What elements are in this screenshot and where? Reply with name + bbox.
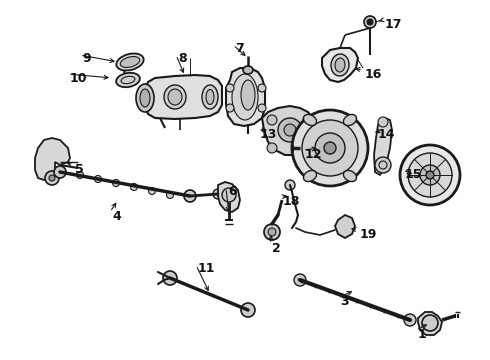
Ellipse shape	[120, 57, 140, 67]
Ellipse shape	[335, 58, 345, 72]
Circle shape	[278, 118, 302, 142]
Ellipse shape	[116, 54, 144, 71]
Circle shape	[258, 104, 266, 112]
Polygon shape	[322, 48, 358, 82]
Text: 14: 14	[378, 128, 395, 141]
Circle shape	[422, 315, 438, 331]
Circle shape	[284, 124, 296, 136]
Ellipse shape	[136, 84, 154, 112]
Text: 18: 18	[283, 195, 300, 208]
Ellipse shape	[331, 54, 349, 76]
Circle shape	[404, 314, 416, 326]
Text: 8: 8	[178, 52, 187, 65]
Circle shape	[303, 143, 313, 153]
Circle shape	[163, 271, 177, 285]
Ellipse shape	[303, 114, 317, 126]
Ellipse shape	[164, 85, 186, 109]
Text: 13: 13	[260, 128, 277, 141]
Polygon shape	[262, 106, 316, 155]
Circle shape	[95, 175, 101, 183]
Circle shape	[302, 120, 358, 176]
Ellipse shape	[343, 114, 357, 126]
Circle shape	[226, 84, 234, 92]
Text: 7: 7	[235, 42, 244, 55]
Circle shape	[148, 188, 155, 194]
Circle shape	[378, 117, 388, 127]
Circle shape	[113, 180, 120, 186]
Ellipse shape	[343, 170, 357, 181]
Polygon shape	[374, 118, 392, 175]
Circle shape	[303, 115, 313, 125]
Text: 16: 16	[365, 68, 382, 81]
Circle shape	[367, 19, 373, 25]
Polygon shape	[35, 138, 70, 180]
Circle shape	[364, 16, 376, 28]
Circle shape	[426, 171, 434, 179]
Circle shape	[294, 274, 306, 286]
Circle shape	[285, 180, 295, 190]
Text: 15: 15	[405, 168, 422, 181]
Text: 6: 6	[228, 185, 237, 198]
Circle shape	[264, 224, 280, 240]
Text: 2: 2	[272, 242, 281, 255]
Text: 3: 3	[340, 295, 348, 308]
Ellipse shape	[243, 66, 253, 74]
Circle shape	[226, 104, 234, 112]
Text: 19: 19	[360, 228, 377, 241]
Circle shape	[167, 192, 173, 198]
Text: 10: 10	[70, 72, 88, 85]
Text: 5: 5	[75, 163, 84, 176]
Ellipse shape	[202, 85, 218, 109]
Circle shape	[54, 166, 66, 178]
Polygon shape	[226, 68, 265, 126]
Circle shape	[292, 110, 368, 186]
Ellipse shape	[206, 90, 214, 104]
Ellipse shape	[168, 89, 182, 105]
Circle shape	[130, 184, 138, 190]
Circle shape	[222, 188, 236, 202]
Circle shape	[184, 190, 196, 202]
Circle shape	[45, 171, 59, 185]
Circle shape	[76, 171, 83, 179]
Ellipse shape	[232, 74, 258, 120]
Polygon shape	[335, 215, 355, 238]
Text: 1: 1	[418, 328, 427, 341]
Polygon shape	[218, 182, 240, 212]
Text: 9: 9	[82, 52, 91, 65]
Circle shape	[408, 153, 452, 197]
Ellipse shape	[140, 89, 150, 107]
Circle shape	[213, 189, 223, 199]
Circle shape	[268, 228, 276, 236]
Text: 12: 12	[305, 148, 322, 161]
Circle shape	[241, 303, 255, 317]
Circle shape	[375, 157, 391, 173]
Ellipse shape	[241, 80, 255, 110]
Ellipse shape	[116, 73, 140, 87]
Ellipse shape	[303, 170, 317, 181]
Circle shape	[420, 165, 440, 185]
Text: 11: 11	[198, 262, 216, 275]
Circle shape	[258, 84, 266, 92]
Circle shape	[267, 143, 277, 153]
Circle shape	[324, 142, 336, 154]
Text: 4: 4	[112, 210, 121, 223]
Circle shape	[315, 133, 345, 163]
Text: 17: 17	[385, 18, 402, 31]
Circle shape	[400, 145, 460, 205]
Circle shape	[267, 115, 277, 125]
Polygon shape	[145, 75, 222, 119]
Circle shape	[49, 175, 55, 181]
Polygon shape	[418, 312, 442, 335]
